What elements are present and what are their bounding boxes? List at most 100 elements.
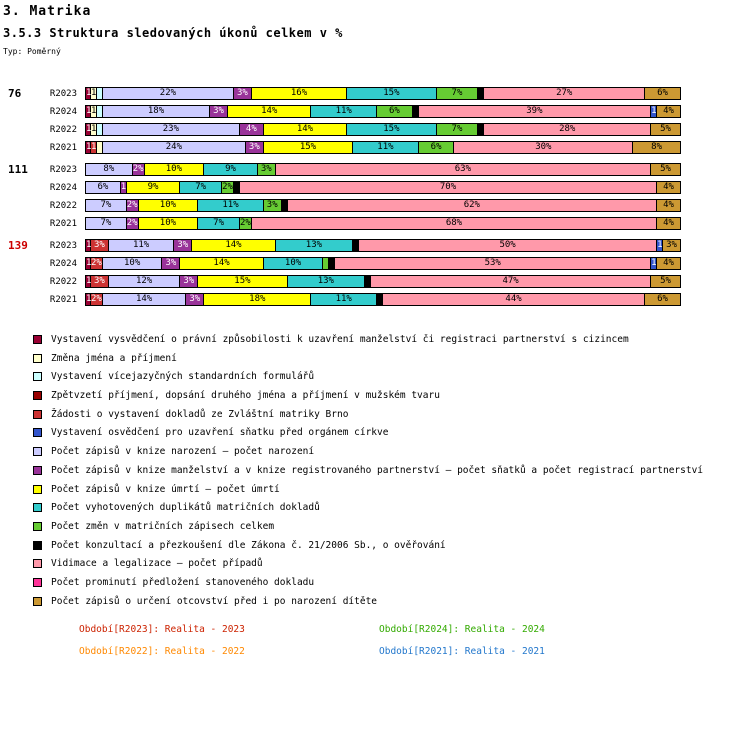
- legend-item: Vystavení vysvědčení o právní způsobilos…: [33, 333, 750, 346]
- bar-segment: 6%: [645, 87, 681, 100]
- bar-row: 76 R2023 1 1 22% 3% 16% 15% 7% 27% 6%: [3, 87, 750, 100]
- legend-item: Počet zápisů v knize úmrtí – počet úmrtí: [33, 483, 750, 496]
- bar-segment: 1: [120, 181, 127, 194]
- bar-segment: 1: [657, 239, 664, 252]
- row-period-label: R2021: [49, 142, 77, 153]
- legend-swatch: [33, 372, 42, 382]
- bar-segment: [323, 257, 330, 270]
- chart-legend: Vystavení vysvědčení o právní způsobilos…: [33, 333, 750, 608]
- legend-label: Počet zápisů v knize narození – počet na…: [51, 446, 315, 458]
- legend-item: Počet změn v matričních zápisech celkem: [33, 520, 750, 533]
- bar-segment: [96, 87, 103, 100]
- bar-row: R2024 6% 1 9% 7% 2% 70% 4%: [3, 181, 750, 194]
- legend-swatch: [33, 335, 42, 344]
- legend-label: Změna jména a příjmení: [51, 352, 177, 364]
- bar-segment: [353, 239, 360, 252]
- legend-label: Vidimace a legalizace – počet případů: [51, 558, 263, 570]
- bar-segment: 3%: [90, 239, 109, 252]
- bar-segment: 1: [85, 123, 92, 136]
- bar-segment: 8%: [633, 141, 681, 154]
- legend-item: Změna jména a příjmení: [33, 352, 750, 365]
- bar-segment: 4%: [657, 105, 681, 118]
- bar-segment: 44%: [382, 293, 646, 306]
- bar-segment: 6%: [85, 181, 121, 194]
- bar-segment: 3%: [210, 105, 228, 118]
- bar-segment: 18%: [102, 105, 211, 118]
- bar-segment: 2%: [126, 199, 139, 212]
- bar-group: 111 R2023 8% 2% 10% 9% 3% 63% 5% R2024 6% 1 9% 7% 2% 70…: [3, 163, 750, 230]
- page-title: 3. Matrika: [3, 4, 92, 19]
- stacked-bar: 7% 2% 10% 11% 3% 62% 4%: [85, 199, 681, 212]
- bar-segment: [412, 105, 419, 118]
- bar-segment: 68%: [251, 217, 658, 230]
- bar-segment: [281, 199, 288, 212]
- bar-segment: 14%: [228, 105, 312, 118]
- bar-segment: 4%: [657, 217, 681, 230]
- bar-segment: 1: [90, 87, 97, 100]
- legend-swatch: [33, 577, 42, 587]
- legend-item: Zpětvzetí příjmení, dopsání druhého jmén…: [33, 389, 750, 402]
- legend-label: Vystavení osvědčení pro uzavření sňatku …: [51, 427, 389, 439]
- legend-label: Počet zápisů v knize úmrtí – počet úmrtí: [51, 483, 280, 495]
- bar-segment: 3%: [174, 239, 193, 252]
- stacked-bar: 1 3% 12% 3% 15% 13% 47% 5%: [85, 275, 681, 288]
- bar-segment: 11%: [311, 105, 377, 118]
- stacked-bar: 1 2% 14% 3% 18% 11% 44% 6%: [85, 293, 681, 306]
- legend-item: Vystavení osvědčení pro uzavření sňatku …: [33, 426, 750, 439]
- bar-segment: 9%: [126, 181, 181, 194]
- bar-segment: [96, 123, 103, 136]
- legend-item: Vidimace a legalizace – počet případů: [33, 557, 750, 570]
- bar-segment: 1: [90, 141, 97, 154]
- legend-swatch: [33, 447, 42, 457]
- row-period-label: R2023: [49, 240, 77, 251]
- bar-segment: 7%: [198, 217, 240, 230]
- legend-label: Vystavení vysvědčení o právní způsobilos…: [51, 334, 629, 345]
- bar-segment: [478, 87, 485, 100]
- bar-segment: 6%: [376, 105, 413, 118]
- bar-segment: 1: [90, 123, 97, 136]
- bar-segment: 15%: [198, 275, 288, 288]
- bar-segment: 10%: [144, 163, 205, 176]
- bar-segment: 3%: [263, 199, 282, 212]
- bar-segment: 13%: [287, 275, 366, 288]
- bar-segment: 10%: [102, 257, 163, 270]
- bar-segment: 53%: [335, 257, 652, 270]
- bar-segment: 4%: [657, 257, 681, 270]
- period-legend: Období[R2023]: Realita - 2023 Období[R202…: [79, 624, 750, 657]
- legend-item: Počet prominutí předložení stanoveného d…: [33, 576, 750, 589]
- period-label: Období[R2022]: Realita - 2022: [79, 645, 245, 657]
- row-period-label: R2024: [49, 258, 77, 269]
- legend-swatch: [33, 521, 42, 531]
- bar-segment: 15%: [347, 123, 437, 136]
- bar-segment: 3%: [186, 293, 205, 306]
- bar-row: 111 R2023 8% 2% 10% 9% 3% 63% 5%: [3, 163, 750, 176]
- bar-segment: 3%: [233, 87, 252, 100]
- bar-segment: 9%: [204, 163, 258, 176]
- bar-segment: 15%: [263, 141, 354, 154]
- bar-segment: 14%: [192, 239, 276, 252]
- bar-segment: [478, 123, 485, 136]
- bar-segment: 1: [651, 257, 658, 270]
- bar-segment: 18%: [204, 293, 312, 306]
- report-page: 3. Matrika 3.5.3 Struktura sledovaných ú…: [3, 4, 750, 657]
- bar-row: 139 R2023 1 3% 11% 3% 14% 13% 50% 1 3%: [3, 239, 750, 252]
- legend-swatch: [33, 428, 42, 438]
- legend-swatch: [33, 353, 42, 363]
- stacked-bar: 1 1 22% 3% 16% 15% 7% 27% 6%: [85, 87, 681, 100]
- legend-label: Počet prominutí předložení stanoveného d…: [51, 576, 315, 588]
- legend-swatch: [33, 503, 42, 513]
- bar-segment: 1: [85, 239, 92, 252]
- row-period-label: R2021: [49, 294, 77, 305]
- stacked-bar: 1 3% 11% 3% 14% 13% 50% 1 3%: [85, 239, 681, 252]
- bar-segment: 5%: [651, 123, 681, 136]
- bar-segment: 4%: [239, 123, 264, 136]
- legend-item: Počet zápisů v knize manželství a v kniz…: [33, 464, 750, 477]
- bar-segment: 63%: [275, 163, 652, 176]
- bar-segment: 3%: [257, 163, 276, 176]
- bar-segment: 22%: [102, 87, 234, 100]
- bar-segment: 1: [85, 87, 92, 100]
- bar-segment: 2%: [126, 217, 139, 230]
- stacked-bar: 1 1 18% 3% 14% 11% 6% 39% 1 4%: [85, 105, 681, 118]
- legend-label: Žádosti o vystavení dokladů ze Zvláštní …: [51, 408, 349, 420]
- bar-group: 139 R2023 1 3% 11% 3% 14% 13% 50% 1 3% R2024 1 2% 10% 3…: [3, 239, 750, 306]
